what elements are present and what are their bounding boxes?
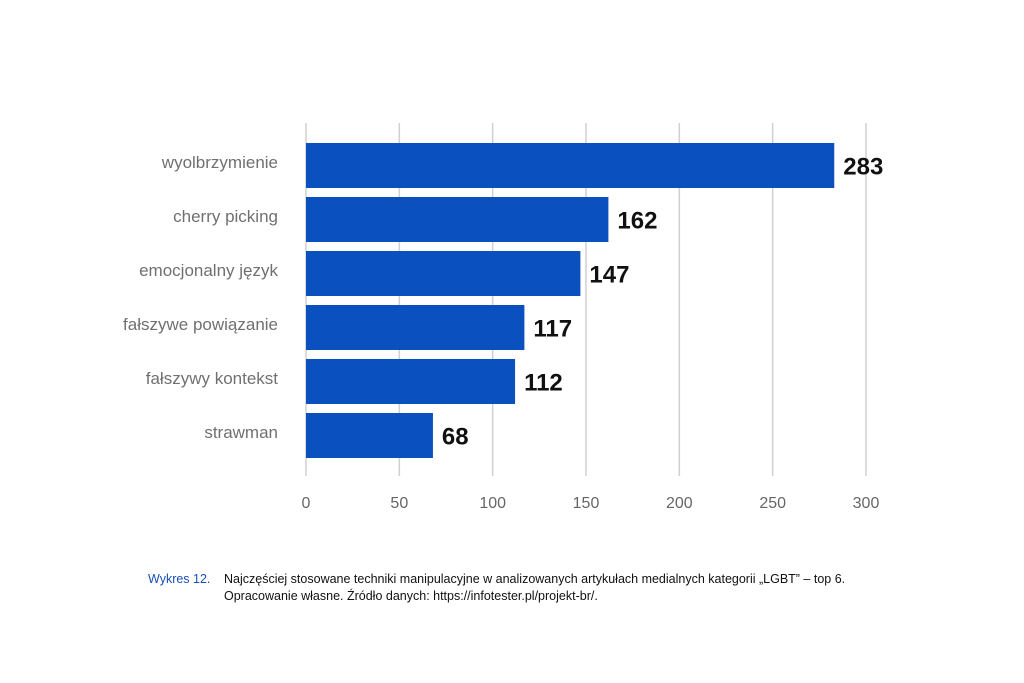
bar [306,305,525,350]
value-label: 162 [617,208,657,235]
category-label: strawman [204,423,278,442]
category-labels: wyolbrzymienie cherry picking emocjonalny … [123,153,278,442]
value-label: 147 [589,262,629,289]
caption-text: Najczęściej stosowane techniki manipulac… [224,571,908,605]
value-label: 112 [524,370,563,397]
x-tick-label: 250 [759,495,786,512]
bar [306,359,516,404]
caption-line-1: Najczęściej stosowane techniki manipulac… [224,572,846,586]
value-label: 117 [533,316,572,343]
x-tick-label: 150 [573,495,600,512]
value-label: 283 [843,154,883,181]
category-label: fałszywe powiązanie [123,315,278,334]
bar [306,197,609,242]
bar [306,143,835,188]
category-label: cherry picking [173,207,278,226]
caption-label: Wykres 12. [148,572,211,586]
x-tick-label: 0 [302,495,311,512]
bars [306,143,835,458]
x-axis-ticks: 0 50 100 150 200 250 300 [302,495,880,512]
category-label: fałszywy kontekst [146,369,279,388]
x-tick-label: 100 [479,495,506,512]
x-tick-label: 50 [390,495,408,512]
bar [306,413,433,458]
bar-chart: wyolbrzymienie cherry picking emocjonalny … [123,123,883,512]
value-label: 68 [442,424,469,451]
category-label: wyolbrzymienie [161,153,278,172]
caption-line-2: Opracowanie własne. Źródło danych: https… [224,589,598,603]
bar [306,251,581,296]
x-tick-label: 300 [853,495,880,512]
x-tick-label: 200 [666,495,693,512]
figure-caption: Wykres 12. Najczęściej stosowane technik… [148,571,908,605]
value-labels: 283 162 147 117 112 68 [442,154,883,451]
category-label: emocjonalny język [139,261,278,280]
